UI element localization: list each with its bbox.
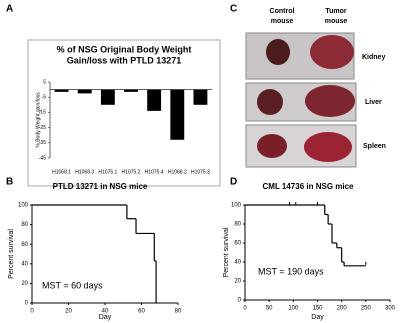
x-tick-label: H1068.3 — [75, 169, 94, 175]
y-tick-label: 20 — [234, 279, 241, 285]
x-tick-label: H1068.1 — [52, 169, 71, 175]
row-label: Liver — [365, 99, 382, 106]
column-label: mouse — [271, 18, 294, 25]
panel-label: D — [230, 177, 237, 188]
panel-frame — [27, 39, 221, 187]
organ — [305, 85, 355, 117]
panel-label: A — [6, 4, 13, 15]
x-tick-label: 40 — [102, 309, 109, 315]
x-tick-label: 0 — [243, 306, 247, 312]
x-tick-label: 200 — [337, 306, 348, 312]
y-axis-label: % Body Weight gain/loss — [35, 92, 41, 148]
y-tick-label: 0 — [25, 301, 29, 307]
x-tick-label: H1075.3 — [191, 169, 210, 175]
y-tick-label: 40 — [234, 260, 241, 266]
organ — [310, 35, 354, 69]
y-tick-label: -25 — [39, 125, 46, 131]
y-tick-label: 60 — [234, 241, 241, 247]
chart-title: CML 14736 in NSG mice — [263, 182, 355, 191]
row-label: Kidney — [362, 54, 385, 61]
y-tick-label: -5 — [42, 95, 47, 101]
y-tick-label: 100 — [231, 203, 242, 209]
organ — [304, 132, 352, 162]
y-axis-label: Percent survival — [8, 229, 15, 279]
annotation: MST = 190 days — [258, 266, 324, 276]
y-tick-label: -35 — [39, 140, 46, 146]
y-tick-label: 80 — [234, 222, 241, 228]
x-axis-label: Day — [99, 314, 112, 321]
y-axis-label: Percent survival — [223, 227, 230, 277]
organ — [257, 134, 287, 158]
y-tick-label: 60 — [21, 242, 28, 248]
bar — [124, 89, 138, 92]
annotation: MST = 60 days — [42, 280, 103, 290]
x-tick-label: 20 — [65, 309, 72, 315]
chart-title: Gain/loss with PTLD 13271 — [67, 55, 182, 65]
chart-title: PTLD 13271 in NSG mice — [53, 182, 148, 191]
y-tick-label: 0 — [238, 298, 242, 304]
photo-panel: Control mouse Tumor mouse Kidney Liver S… — [245, 8, 386, 168]
y-tick-label: 80 — [21, 222, 28, 228]
bar — [100, 89, 115, 105]
y-tick-label: -15 — [39, 110, 46, 116]
y-tick-label: 100 — [18, 203, 29, 209]
organ — [266, 39, 290, 65]
organ — [257, 89, 283, 115]
bar — [170, 89, 185, 140]
x-tick-label: H1075.4 — [145, 169, 164, 175]
y-tick-label: 40 — [21, 261, 28, 267]
panel-label: C — [230, 4, 237, 15]
y-tick-label: 20 — [21, 281, 28, 287]
bar — [77, 89, 92, 94]
row-label: Spleen — [363, 143, 386, 150]
x-tick-label: H1068.2 — [168, 169, 187, 175]
column-label: Control — [270, 8, 295, 15]
y-tick-label: 5 — [43, 79, 46, 85]
y-tick-label: -45 — [39, 155, 46, 161]
x-tick-label: 100 — [288, 306, 299, 312]
panel-label: B — [6, 177, 13, 188]
x-tick-label: 300 — [385, 306, 396, 312]
chart-title: % of NSG Original Body Weight — [57, 44, 192, 54]
x-axis-label: Day — [311, 314, 324, 321]
x-tick-label: 250 — [361, 306, 372, 312]
x-tick-label: 0 — [30, 309, 34, 315]
bar — [193, 89, 208, 105]
bar — [54, 89, 69, 92]
x-tick-label: H1075.1 — [98, 169, 117, 175]
x-tick-label: H1075.2 — [122, 169, 141, 175]
column-label: mouse — [325, 18, 348, 25]
x-tick-label: 60 — [138, 309, 145, 315]
x-tick-label: 150 — [312, 306, 323, 312]
bar — [147, 89, 162, 111]
x-tick-label: 80 — [175, 309, 182, 315]
x-tick-label: 50 — [266, 306, 273, 312]
column-label: Tumor — [325, 8, 347, 15]
